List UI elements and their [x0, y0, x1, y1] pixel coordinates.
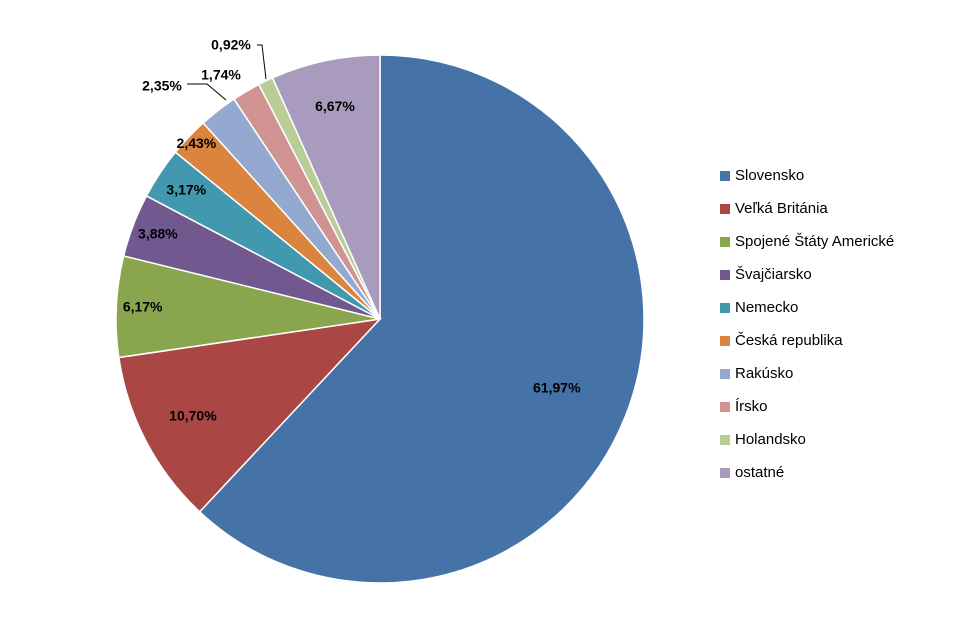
pie-slice-ostatne	[271, 54, 381, 320]
data-label-rakusko: 2,35%	[142, 78, 182, 94]
pie-slice-velka-britania	[117, 317, 383, 513]
legend-swatch-rakusko	[720, 369, 730, 379]
leader-line-rakusko	[187, 83, 227, 101]
legend-swatch-slovensko	[720, 171, 730, 181]
legend-label-rakusko: Rakúsko	[735, 365, 793, 382]
data-label-spojene-staty-americke: 6,17%	[123, 298, 163, 314]
legend-label-nemecko: Nemecko	[735, 299, 798, 316]
legend-label-ostatne: ostatné	[735, 464, 784, 481]
pie-slice-slovensko	[198, 54, 645, 584]
legend-swatch-holandsko	[720, 435, 730, 445]
data-label-holandsko: 0,92%	[211, 37, 251, 53]
legend-swatch-ostatne	[720, 468, 730, 478]
legend-label-velka-britania: Veľká Británia	[735, 200, 828, 217]
legend-label-holandsko: Holandsko	[735, 431, 806, 448]
leader-line-holandsko	[257, 44, 267, 80]
data-label-velka-britania: 10,70%	[169, 408, 217, 424]
legend-swatch-svajciarsko	[720, 270, 730, 280]
pie-slices	[115, 54, 645, 584]
data-label-nemecko: 3,17%	[166, 181, 206, 197]
data-label-ceska-republika: 2,43%	[177, 135, 217, 151]
legend-label-ceska-republika: Česká republika	[735, 332, 843, 349]
legend-swatch-irsko	[720, 402, 730, 412]
legend-label-irsko: Írsko	[735, 398, 768, 415]
legend: Slovensko Veľká Británia Spojené Štáty Ame…	[720, 167, 894, 481]
data-label-irsko: 1,74%	[201, 67, 241, 83]
legend-label-slovensko: Slovensko	[735, 167, 804, 184]
legend-swatch-velka-britania	[720, 204, 730, 214]
legend-swatch-ceska-republika	[720, 336, 730, 346]
data-label-slovensko: 61,97%	[533, 380, 581, 396]
legend-swatch-nemecko	[720, 303, 730, 313]
legend-label-spojene-staty-americke: Spojené Štáty Americké	[735, 233, 894, 250]
label-leader-lines	[187, 44, 267, 101]
data-labels: 61,97% 10,70% 6,17% 3,88% 3,17% 2,43% 2,35% 1,7…	[123, 37, 581, 424]
legend-label-svajciarsko: Švajčiarsko	[735, 266, 812, 283]
data-label-svajciarsko: 3,88%	[138, 225, 178, 241]
data-label-ostatne: 6,67%	[315, 98, 355, 114]
legend-swatch-spojene-staty-americke	[720, 237, 730, 247]
